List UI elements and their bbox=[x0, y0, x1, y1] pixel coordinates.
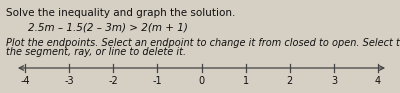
Text: 4: 4 bbox=[375, 76, 381, 86]
Text: 2.5m – 1.5(2 – 3m) > 2(m + 1): 2.5m – 1.5(2 – 3m) > 2(m + 1) bbox=[28, 22, 188, 32]
Text: 0: 0 bbox=[198, 76, 204, 86]
Text: the segment, ray, or line to delete it.: the segment, ray, or line to delete it. bbox=[6, 47, 186, 57]
Text: -3: -3 bbox=[64, 76, 74, 86]
Text: -1: -1 bbox=[152, 76, 162, 86]
Text: -4: -4 bbox=[20, 76, 30, 86]
Text: -2: -2 bbox=[108, 76, 118, 86]
Text: 2: 2 bbox=[287, 76, 293, 86]
Text: 1: 1 bbox=[242, 76, 249, 86]
Text: Solve the inequality and graph the solution.: Solve the inequality and graph the solut… bbox=[6, 8, 235, 18]
Text: 3: 3 bbox=[331, 76, 337, 86]
Text: Plot the endpoints. Select an endpoint to change it from closed to open. Select : Plot the endpoints. Select an endpoint t… bbox=[6, 38, 400, 48]
